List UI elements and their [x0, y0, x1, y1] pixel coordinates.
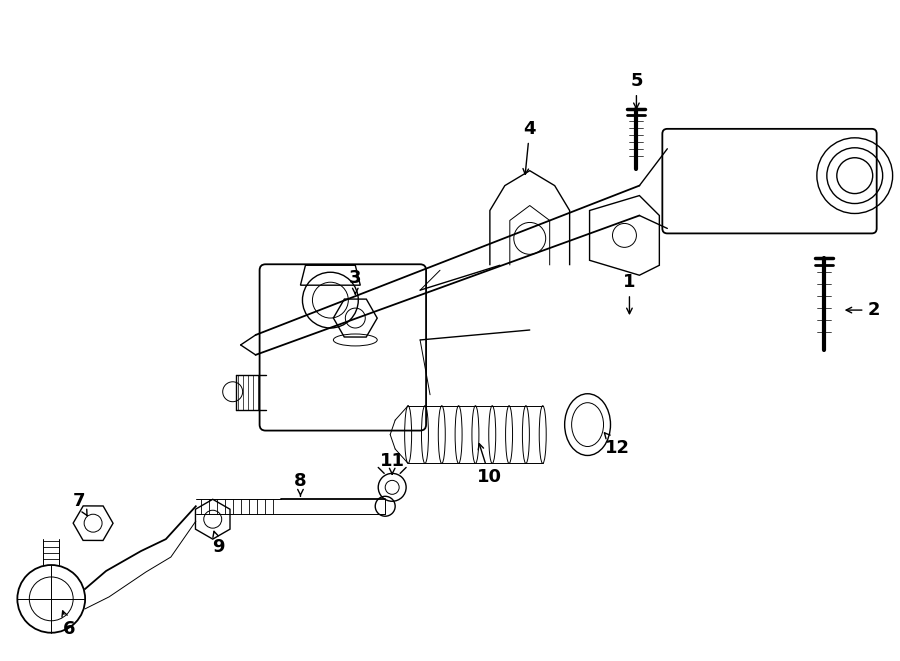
FancyBboxPatch shape	[259, 264, 426, 430]
Text: 4: 4	[523, 120, 536, 175]
Text: 1: 1	[623, 273, 635, 314]
Text: 5: 5	[630, 72, 643, 108]
Text: 2: 2	[846, 301, 880, 319]
Text: 10: 10	[477, 444, 502, 486]
Text: 8: 8	[294, 473, 307, 496]
Text: 9: 9	[212, 531, 225, 556]
Text: 7: 7	[73, 492, 87, 516]
Text: 6: 6	[62, 611, 76, 638]
Text: 11: 11	[380, 452, 405, 474]
Text: 12: 12	[605, 433, 630, 457]
Text: 3: 3	[349, 269, 362, 294]
FancyBboxPatch shape	[662, 129, 877, 233]
